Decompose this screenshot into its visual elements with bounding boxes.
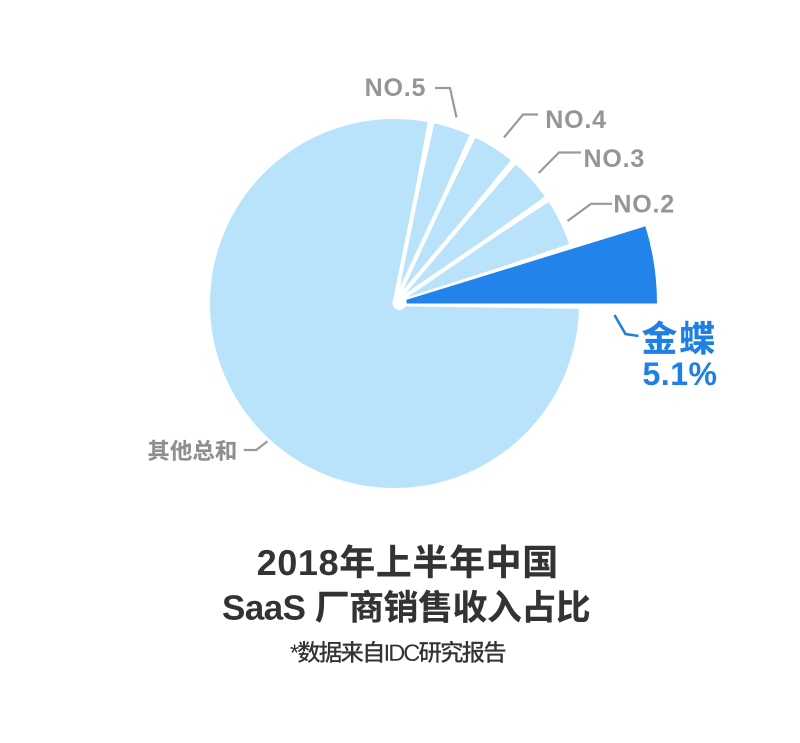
- svg-text:NO.2: NO.2: [613, 191, 675, 219]
- svg-text:5.1%: 5.1%: [643, 356, 718, 392]
- svg-text:NO.3: NO.3: [584, 145, 646, 173]
- svg-text:NO.4: NO.4: [545, 106, 607, 134]
- svg-text:NO.5: NO.5: [365, 74, 427, 102]
